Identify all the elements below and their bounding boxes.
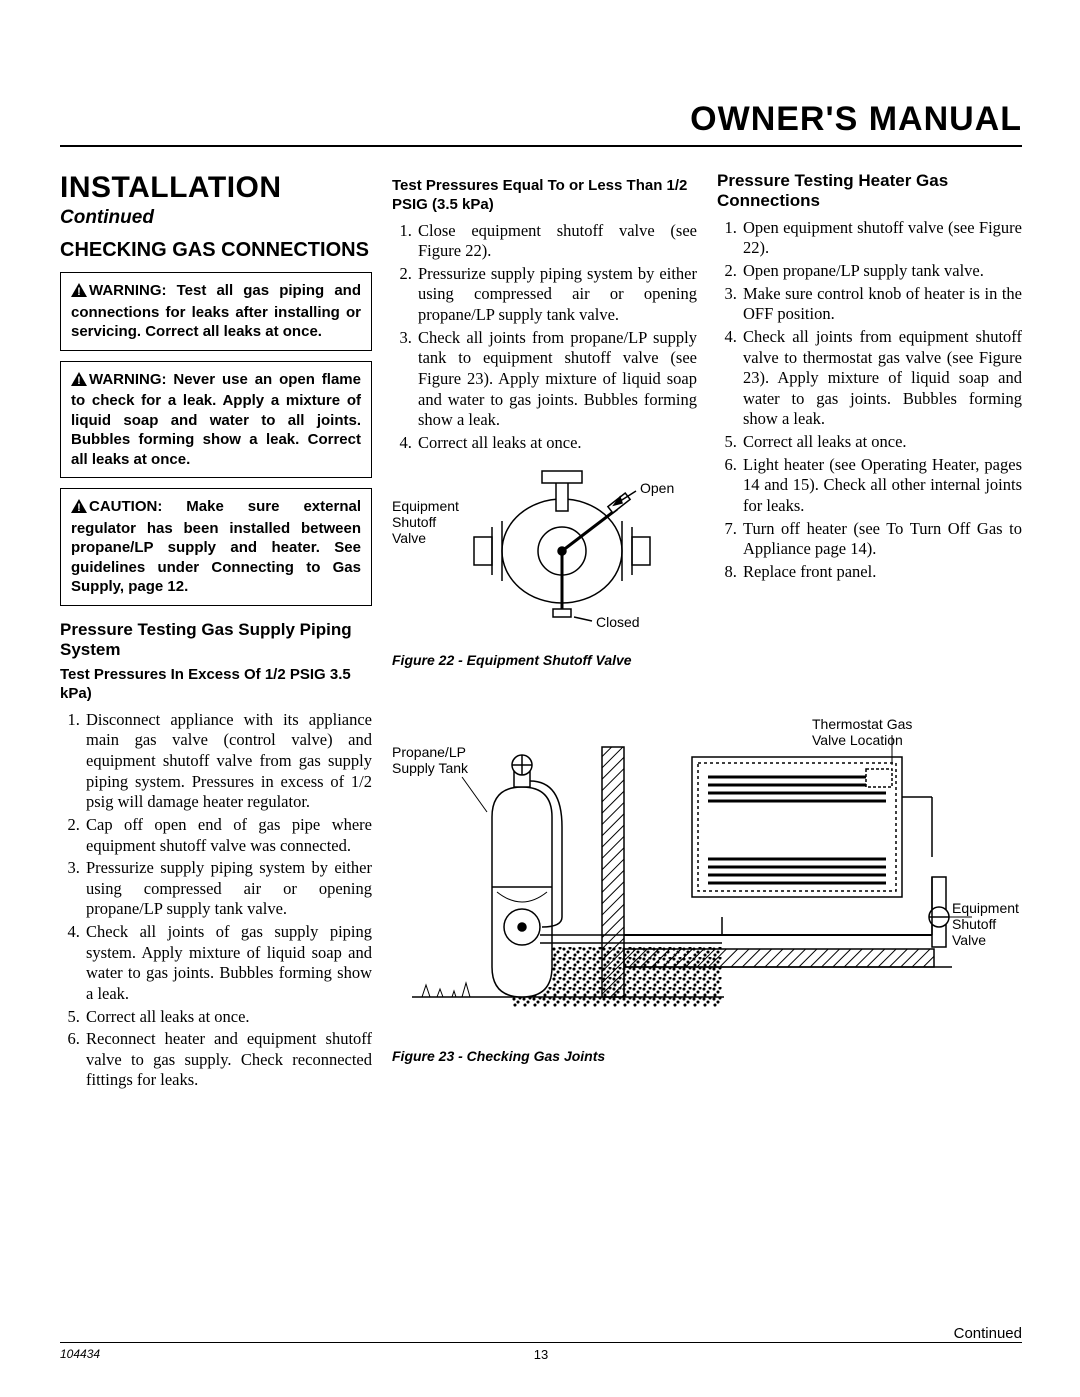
fig23-label-tgv1: Thermostat Gas <box>812 717 912 732</box>
steps-equal: Close equipment shutoff valve (see Figur… <box>392 221 697 454</box>
caution-box: ! CAUTION: Make sure external regulator … <box>60 488 372 606</box>
svg-text:!: ! <box>77 286 81 297</box>
heading-excess: Test Pressures In Excess Of 1/2 PSIG 3.5… <box>60 666 372 704</box>
fig23-label-tank2: Supply Tank <box>392 760 469 776</box>
footer-continued: Continued <box>954 1325 1022 1342</box>
steps-excess: Disconnect appliance with its appliance … <box>60 710 372 1091</box>
list-item: Turn off heater (see To Turn Off Gas to … <box>741 519 1022 560</box>
list-item: Close equipment shutoff valve (see Figur… <box>416 221 697 262</box>
caution-text: CAUTION: Make sure external regulator ha… <box>71 498 361 595</box>
fig23-label-tgv2: Valve Location <box>812 732 903 748</box>
heading-pressure-heater: Pressure Testing Heater Gas Connections <box>717 171 1022 212</box>
right-columns: Test Pressures Equal To or Less Than 1/2… <box>392 171 1022 1093</box>
heading-equal: Test Pressures Equal To or Less Than 1/2… <box>392 177 697 215</box>
fig22-label-equipment: Equipment <box>392 498 459 514</box>
fig23-label-esv1: Equipment <box>952 900 1019 916</box>
list-item: Check all joints of gas supply piping sy… <box>84 922 372 1005</box>
fig22-label-open: Open <box>640 480 674 496</box>
fig23-label-tank1: Propane/LP <box>392 744 466 760</box>
figure-22: Equipment Shutoff Valve Open Closed <box>392 461 697 646</box>
figure-22-caption: Figure 22 - Equipment Shutoff Valve <box>392 652 697 668</box>
list-item: Check all joints from equipment shutoff … <box>741 327 1022 430</box>
fig23-label-esv2: Shutoff <box>952 916 996 932</box>
list-item: Disconnect appliance with its appliance … <box>84 710 372 813</box>
list-item: Light heater (see Operating Heater, page… <box>741 455 1022 517</box>
footer-pagenum: 13 <box>60 1347 1022 1362</box>
list-item: Correct all leaks at once. <box>84 1007 372 1028</box>
svg-text:!: ! <box>77 502 81 513</box>
list-item: Open propane/LP supply tank valve. <box>741 261 1022 282</box>
list-item: Correct all leaks at once. <box>741 432 1022 453</box>
column-2: Test Pressures Equal To or Less Than 1/2… <box>392 171 697 697</box>
column-layout: INSTALLATION Continued CHECKING GAS CONN… <box>60 171 1022 1093</box>
svg-text:!: ! <box>77 375 81 386</box>
heading-checking-gas: CHECKING GAS CONNECTIONS <box>60 239 372 262</box>
fig23-label-esv3: Valve <box>952 932 986 948</box>
warning-icon: ! <box>71 372 87 392</box>
figure-23: Propane/LP Supply Tank Thermostat Gas Va… <box>392 717 1022 1093</box>
list-item: Make sure control knob of heater is in t… <box>741 284 1022 325</box>
page-footer: 104434 13 Continued <box>60 1342 1022 1361</box>
list-item: Reconnect heater and equipment shutoff v… <box>84 1029 372 1091</box>
warning-box-2: ! WARNING: Never use an open flame to ch… <box>60 361 372 479</box>
section-title: INSTALLATION <box>60 171 372 205</box>
page: OWNER'S MANUAL INSTALLATION Continued CH… <box>0 0 1080 1133</box>
warning-text-2: WARNING: Never use an open flame to chec… <box>71 371 361 468</box>
figure-23-caption: Figure 23 - Checking Gas Joints <box>392 1048 1022 1064</box>
list-item: Replace front panel. <box>741 562 1022 583</box>
warning-icon: ! <box>71 499 87 519</box>
doc-title: OWNER'S MANUAL <box>60 100 1022 147</box>
list-item: Correct all leaks at once. <box>416 433 697 454</box>
fig22-label-shutoff: Shutoff <box>392 514 436 530</box>
warning-icon: ! <box>71 283 87 303</box>
heading-pressure-supply: Pressure Testing Gas Supply Piping Syste… <box>60 620 372 661</box>
list-item: Cap off open end of gas pipe where equip… <box>84 815 372 856</box>
column-1: INSTALLATION Continued CHECKING GAS CONN… <box>60 171 372 1093</box>
fig22-label-closed: Closed <box>596 614 640 630</box>
warning-text-1: WARNING: Test all gas piping and connect… <box>71 282 361 340</box>
list-item: Check all joints from propane/LP supply … <box>416 328 697 431</box>
fig22-label-valve: Valve <box>392 530 426 546</box>
continued-label: Continued <box>60 207 372 229</box>
list-item: Open equipment shutoff valve (see Figure… <box>741 218 1022 259</box>
list-item: Pressurize supply piping system by eithe… <box>416 264 697 326</box>
list-item: Pressurize supply piping system by eithe… <box>84 858 372 920</box>
warning-box-1: ! WARNING: Test all gas piping and conne… <box>60 272 372 351</box>
column-3: Pressure Testing Heater Gas Connections … <box>717 171 1022 697</box>
steps-heater: Open equipment shutoff valve (see Figure… <box>717 218 1022 583</box>
